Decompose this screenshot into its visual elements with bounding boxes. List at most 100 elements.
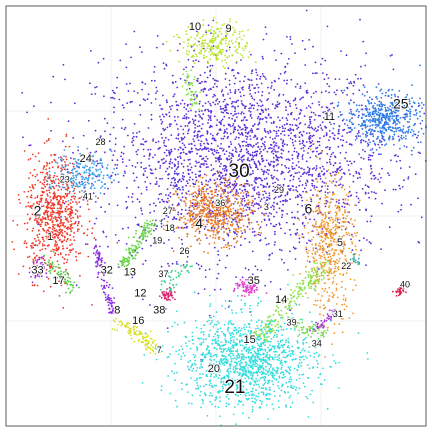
data-point-cluster-21 bbox=[288, 341, 290, 344]
data-point-cluster-0 bbox=[150, 118, 153, 121]
data-point-cluster-1 bbox=[55, 244, 58, 247]
data-point-cluster-0 bbox=[301, 134, 304, 137]
data-point-cluster-0 bbox=[227, 184, 230, 187]
data-point-cluster-0 bbox=[21, 92, 24, 94]
data-point-cluster-4 bbox=[247, 217, 250, 220]
data-point-cluster-0 bbox=[185, 66, 188, 69]
data-point-cluster-4 bbox=[232, 184, 235, 187]
data-point-cluster-0 bbox=[300, 196, 303, 199]
data-point-cluster-4 bbox=[163, 228, 165, 231]
data-point-cluster-4 bbox=[231, 217, 233, 220]
data-point-cluster-1 bbox=[77, 222, 80, 225]
data-point-cluster-6 bbox=[346, 211, 349, 214]
data-point-cluster-0 bbox=[208, 212, 211, 215]
data-point-cluster-0 bbox=[72, 137, 75, 139]
data-point-cluster-1 bbox=[65, 135, 68, 138]
data-point-cluster-0 bbox=[304, 145, 306, 147]
data-point-cluster-0 bbox=[218, 174, 221, 177]
data-point-cluster-4 bbox=[201, 224, 204, 226]
data-point-cluster-4 bbox=[260, 232, 263, 234]
data-point-cluster-0 bbox=[276, 101, 279, 103]
data-point-cluster-0 bbox=[280, 138, 282, 141]
data-point-cluster-0 bbox=[336, 218, 339, 221]
data-point-cluster-0 bbox=[175, 100, 178, 103]
data-point-cluster-0 bbox=[187, 110, 190, 113]
data-point-cluster-0 bbox=[104, 130, 106, 133]
data-point-cluster-0 bbox=[312, 92, 315, 94]
data-point-cluster-0 bbox=[360, 168, 362, 170]
data-point-cluster-0 bbox=[236, 223, 239, 226]
data-point-cluster-0 bbox=[204, 225, 207, 228]
data-point-cluster-0 bbox=[250, 145, 253, 147]
data-point-cluster-0 bbox=[267, 108, 270, 110]
data-point-cluster-21 bbox=[161, 350, 163, 353]
data-point-cluster-21 bbox=[227, 383, 230, 386]
data-point-cluster-1 bbox=[75, 255, 77, 258]
data-point-cluster-0 bbox=[230, 102, 233, 105]
data-point-cluster-1 bbox=[61, 235, 64, 237]
data-point-cluster-0 bbox=[282, 149, 285, 152]
data-point-cluster-0 bbox=[308, 136, 311, 138]
data-point-cluster-4 bbox=[225, 210, 228, 213]
data-point-cluster-0 bbox=[209, 74, 212, 77]
data-point-cluster-0 bbox=[292, 168, 294, 171]
data-point-cluster-4 bbox=[213, 206, 216, 208]
data-point-cluster-0 bbox=[237, 129, 239, 132]
data-point-cluster-4 bbox=[232, 207, 235, 210]
data-point-cluster-0 bbox=[369, 172, 372, 175]
data-point-cluster-0 bbox=[349, 160, 351, 163]
data-point-cluster-0 bbox=[224, 78, 227, 80]
data-point-cluster-21 bbox=[277, 381, 280, 383]
data-point-cluster-0 bbox=[242, 144, 245, 147]
data-point-cluster-0 bbox=[292, 185, 295, 188]
data-point-cluster-1 bbox=[41, 190, 43, 193]
data-point-cluster-4 bbox=[202, 186, 205, 189]
data-point-cluster-0 bbox=[248, 241, 251, 244]
data-point-cluster-21 bbox=[171, 325, 174, 328]
data-point-cluster-0 bbox=[232, 203, 235, 205]
data-point-cluster-0 bbox=[120, 127, 123, 129]
data-point-cluster-0 bbox=[364, 184, 367, 187]
data-point-cluster-1 bbox=[45, 164, 48, 167]
data-point-cluster-0 bbox=[247, 157, 250, 159]
data-point-cluster-0 bbox=[189, 150, 192, 153]
data-point-cluster-0 bbox=[282, 127, 284, 129]
data-point-cluster-4 bbox=[260, 220, 263, 223]
data-point-cluster-0 bbox=[287, 158, 290, 161]
data-point-cluster-1 bbox=[52, 210, 55, 213]
data-point-cluster-21 bbox=[219, 347, 221, 350]
data-point-cluster-0 bbox=[312, 134, 315, 137]
data-point-cluster-21 bbox=[223, 324, 226, 326]
data-point-cluster-0 bbox=[273, 148, 275, 151]
data-point-cluster-1 bbox=[45, 235, 48, 238]
data-point-cluster-21 bbox=[196, 367, 199, 369]
data-point-cluster-0 bbox=[253, 98, 256, 101]
data-point-cluster-0 bbox=[223, 169, 226, 172]
data-point-cluster-6 bbox=[321, 245, 324, 247]
data-point-cluster-0 bbox=[90, 93, 93, 95]
data-point-cluster-1 bbox=[49, 285, 52, 288]
data-point-cluster-0 bbox=[240, 183, 243, 186]
data-point-cluster-6 bbox=[319, 306, 321, 309]
data-point-cluster-4 bbox=[172, 250, 175, 253]
data-point-cluster-4 bbox=[254, 210, 256, 213]
data-point-cluster-1 bbox=[58, 210, 61, 213]
data-point-cluster-21 bbox=[237, 395, 240, 397]
data-point-cluster-4 bbox=[203, 215, 206, 218]
data-point-cluster-1 bbox=[91, 304, 93, 306]
data-point-cluster-0 bbox=[139, 46, 141, 49]
data-point-cluster-0 bbox=[246, 143, 249, 146]
data-point-cluster-4 bbox=[172, 187, 175, 190]
data-point-cluster-1 bbox=[12, 220, 15, 222]
data-point-cluster-0 bbox=[350, 82, 353, 85]
data-point-cluster-0 bbox=[327, 77, 330, 79]
data-point-cluster-0 bbox=[267, 86, 269, 89]
data-point-cluster-4 bbox=[196, 222, 199, 224]
data-point-cluster-0 bbox=[235, 198, 238, 201]
data-point-cluster-0 bbox=[364, 192, 367, 195]
data-point-cluster-0 bbox=[287, 100, 290, 103]
data-point-cluster-1 bbox=[51, 231, 54, 234]
data-point-cluster-0 bbox=[131, 137, 134, 140]
data-point-cluster-0 bbox=[352, 84, 355, 87]
data-point-cluster-0 bbox=[75, 284, 78, 287]
